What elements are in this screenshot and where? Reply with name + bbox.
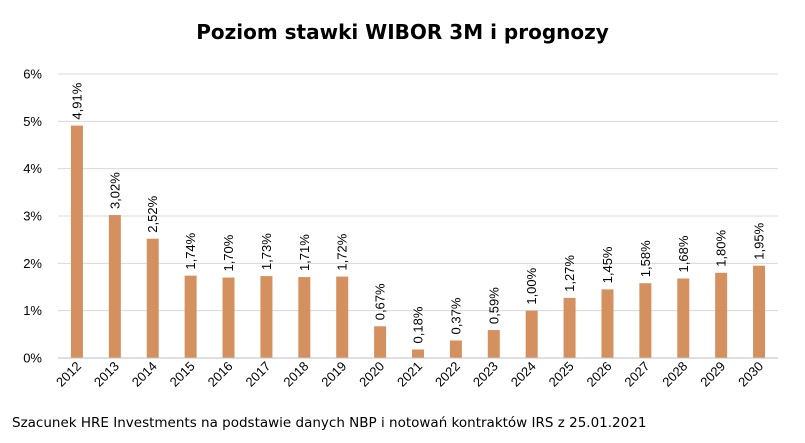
gridlines <box>58 73 778 312</box>
data-labels: 4,91% 3,02% 2,52% 1,74% 1,70% 1,73% 1,71% 1,72%… <box>69 82 766 343</box>
x-tick-label: 2024 <box>508 359 539 390</box>
bars <box>70 125 766 359</box>
data-label: 1,00% <box>524 267 539 304</box>
bar <box>108 215 121 358</box>
y-tick-label: 4% <box>23 161 42 176</box>
x-tick-label: 2026 <box>584 359 615 390</box>
x-tick-label: 2023 <box>470 359 501 390</box>
x-tick-label: 2016 <box>205 359 236 390</box>
data-label: 1,80% <box>714 229 729 266</box>
bar <box>412 349 424 358</box>
bar <box>449 340 462 358</box>
bar <box>601 289 614 358</box>
x-tick-label: 2017 <box>242 359 273 390</box>
data-label: 1,73% <box>259 233 274 270</box>
data-label: 1,58% <box>638 240 653 277</box>
data-label: 1,95% <box>752 222 767 259</box>
y-tick-label: 1% <box>23 303 42 318</box>
y-tick-label: 2% <box>23 256 42 271</box>
bar <box>639 283 652 358</box>
x-tick-label: 2029 <box>697 359 728 390</box>
y-tick-label: 5% <box>23 114 42 129</box>
bar <box>184 275 197 358</box>
x-tick-label: 2020 <box>356 359 387 390</box>
data-label: 1,74% <box>183 232 198 269</box>
data-label: 0,37% <box>448 297 463 334</box>
x-axis-ticks: 2012 2013 2014 2015 2016 2017 2018 2019 2020 2021… <box>53 359 766 390</box>
bar <box>298 277 311 358</box>
bar <box>260 276 273 358</box>
x-tick-label: 2014 <box>129 359 160 390</box>
x-tick-label: 2012 <box>53 359 84 390</box>
data-label: 1,70% <box>221 234 236 271</box>
data-label: 1,72% <box>335 233 350 270</box>
bar <box>222 277 235 358</box>
bar <box>487 330 500 358</box>
x-tick-label: 2028 <box>659 359 690 390</box>
data-label: 1,68% <box>676 235 691 272</box>
data-label: 0,18% <box>411 306 426 343</box>
x-tick-label: 2018 <box>280 359 311 390</box>
bar <box>525 310 538 358</box>
x-tick-label: 2025 <box>546 359 577 390</box>
data-label: 2,52% <box>145 195 160 232</box>
data-label: 0,67% <box>373 283 388 320</box>
y-axis-ticks: 0% 1% 2% 3% 4% 5% 6% <box>23 67 42 366</box>
x-tick-label: 2030 <box>735 359 766 390</box>
x-tick-label: 2022 <box>432 359 463 390</box>
bar <box>146 238 159 358</box>
source-note: Szacunek HRE Investments na podstawie da… <box>12 415 647 431</box>
x-tick-label: 2019 <box>318 359 349 390</box>
bar <box>753 265 766 358</box>
y-tick-label: 6% <box>23 67 42 82</box>
bar <box>336 276 349 358</box>
y-tick-label: 3% <box>23 209 42 224</box>
data-label: 4,91% <box>69 82 84 119</box>
data-label: 1,45% <box>600 246 615 283</box>
data-label: 1,71% <box>297 234 312 271</box>
bar <box>677 278 690 358</box>
data-label: 1,27% <box>562 255 577 292</box>
data-label: 3,02% <box>107 172 122 209</box>
x-tick-label: 2015 <box>167 359 198 390</box>
bar <box>715 272 728 358</box>
bar <box>70 125 83 359</box>
x-tick-label: 2027 <box>621 359 652 390</box>
bar <box>563 297 576 358</box>
x-tick-label: 2021 <box>394 359 425 390</box>
data-label: 0,59% <box>486 287 501 324</box>
bar <box>374 326 387 358</box>
y-tick-label: 0% <box>23 351 42 366</box>
x-tick-label: 2013 <box>91 359 122 390</box>
chart-title: Poziom stawki WIBOR 3M i prognozy <box>196 20 609 44</box>
